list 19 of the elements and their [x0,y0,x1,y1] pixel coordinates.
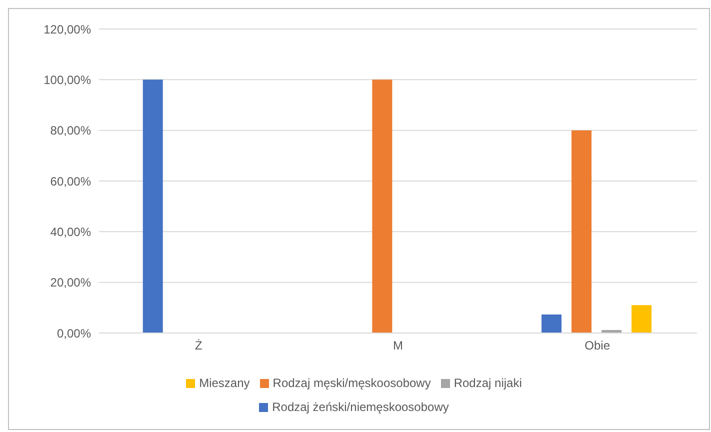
bar [632,305,652,333]
x-tick-label: Ż [194,338,202,353]
legend-label: Rodzaj męski/męskoosobowy [272,376,431,390]
y-tick-label: 120,00% [44,22,92,36]
y-tick-label: 100,00% [44,72,92,87]
bar [542,314,562,333]
y-tick-label: 20,00% [50,276,92,290]
y-tick-label: 0,00% [56,326,92,340]
bar [572,130,592,333]
bar [372,80,392,333]
legend-label: Rodzaj nijaki [454,376,522,390]
x-tick-label: M [393,338,403,353]
y-tick-label: 80,00% [50,124,92,138]
bar [142,80,163,333]
legend-label: Mieszany [199,376,250,390]
y-tick-label: 40,00% [50,224,92,239]
y-tick-label: 60,00% [50,174,92,188]
legend-label: Rodzaj żeński/niemęskoosobowy [272,400,449,414]
x-tick-label: Obie [584,338,610,353]
